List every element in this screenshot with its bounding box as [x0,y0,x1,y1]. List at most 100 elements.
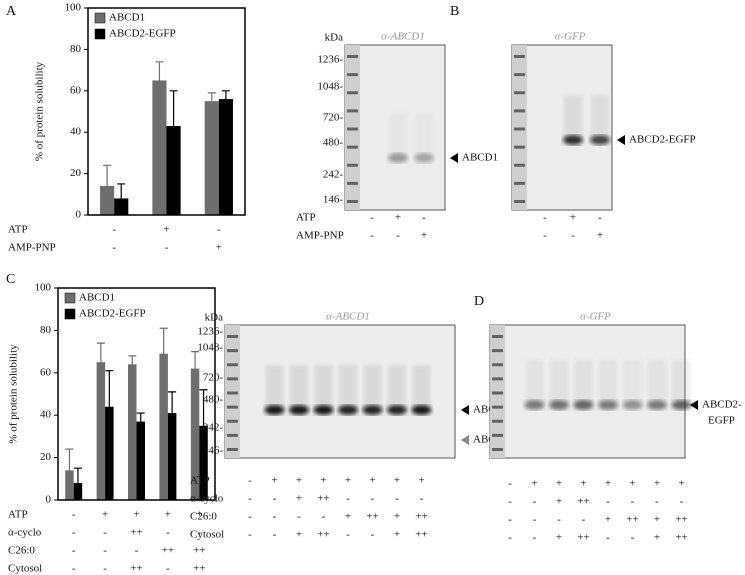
condition-sign: + [678,478,684,490]
band-arrow [450,153,458,163]
marker-label: 1236- [317,54,343,66]
condition-sign: - [72,527,76,539]
band [598,400,618,410]
marker-band [227,405,238,409]
marker-band [514,145,525,149]
marker-label: 1236- [197,326,223,338]
panel-label: D [474,294,484,309]
error-bar [105,370,114,407]
condition-sign: + [556,496,562,508]
condition-label: C26:0 [190,511,217,523]
condition-sign: + [556,532,562,544]
condition-sign: - [346,529,350,541]
plot-frame [87,7,246,216]
condition-sign: - [322,511,326,523]
condition-sign: ++ [162,545,174,557]
condition-label: ATP [8,224,28,236]
smear [525,360,544,405]
panel-label: C [6,272,15,287]
band [362,405,383,415]
condition-sign: + [216,242,222,254]
plot-frame [57,287,216,501]
condition-sign: - [371,529,375,541]
marker-band [227,391,238,395]
smear [339,365,357,410]
legend-swatch [64,292,76,304]
marker-band [514,127,525,131]
condition-sign: ++ [366,511,378,523]
condition-sign: - [248,493,252,505]
bar [96,362,106,500]
condition-label: α-cyclo [190,493,224,505]
condition-sign: + [597,230,603,242]
smear [388,365,406,410]
antibody-label: α-ABCD1 [381,31,425,43]
band [622,400,643,410]
condition-sign: - [420,493,424,505]
legend-swatch [64,308,76,320]
bar [218,99,233,215]
condition-sign: - [103,527,107,539]
condition-sign: - [370,230,374,242]
condition-sign: + [196,509,202,521]
bar [105,406,114,500]
condition-sign: ++ [415,511,427,523]
bar [114,198,129,215]
bar [65,470,74,500]
bar [199,425,208,500]
band [671,400,692,410]
condition-sign: - [248,511,252,523]
condition-sign: - [508,532,512,544]
band [264,405,285,415]
condition-label: Cytosol [190,529,224,541]
smear [363,365,382,410]
marker-label: 146- [203,445,224,457]
marker-band [227,433,238,437]
error-bar [65,448,74,471]
band [411,405,432,415]
error-bar [155,61,164,81]
error-bar [191,351,200,369]
legend-swatch [94,28,106,40]
smear [314,365,333,410]
band [338,405,358,415]
condition-sign: + [654,514,660,526]
bar [159,353,168,500]
condition-sign: - [248,529,252,541]
bar [128,364,137,500]
marker-label: 1048- [197,342,223,354]
condition-sign: - [273,529,277,541]
y-tick-label: 20 [70,167,82,179]
smear [623,360,642,405]
marker-band [514,109,525,113]
bar [166,125,181,215]
smear [564,95,582,140]
marker-label: kDa [325,32,343,44]
y-tick-label: 60 [40,366,52,378]
error-bar [136,412,145,422]
error-bar [117,183,126,199]
bar [152,80,167,215]
smear [672,360,691,405]
legend-label: ABCD1 [109,12,145,24]
condition-sign: - [571,230,575,242]
legend-label: ABCD2-EGFP [79,308,146,320]
condition-sign: + [418,475,424,487]
condition-sign: + [271,475,277,487]
marker-band [227,335,238,338]
condition-label: ATP [190,475,210,487]
marker-band [514,91,525,95]
y-tick-label: 60 [70,84,82,96]
marker-label: 242- [203,422,224,434]
y-axis-label: % of protein solubility [8,344,20,444]
band [414,153,434,163]
marker-band [492,448,503,451]
band-label: ABCD1 [462,152,498,164]
y-tick-label: 20 [40,451,52,463]
condition-sign: + [629,478,635,490]
condition-sign: - [112,242,116,254]
condition-sign: + [296,529,302,541]
marker-band [347,109,358,113]
marker-band [492,377,503,381]
